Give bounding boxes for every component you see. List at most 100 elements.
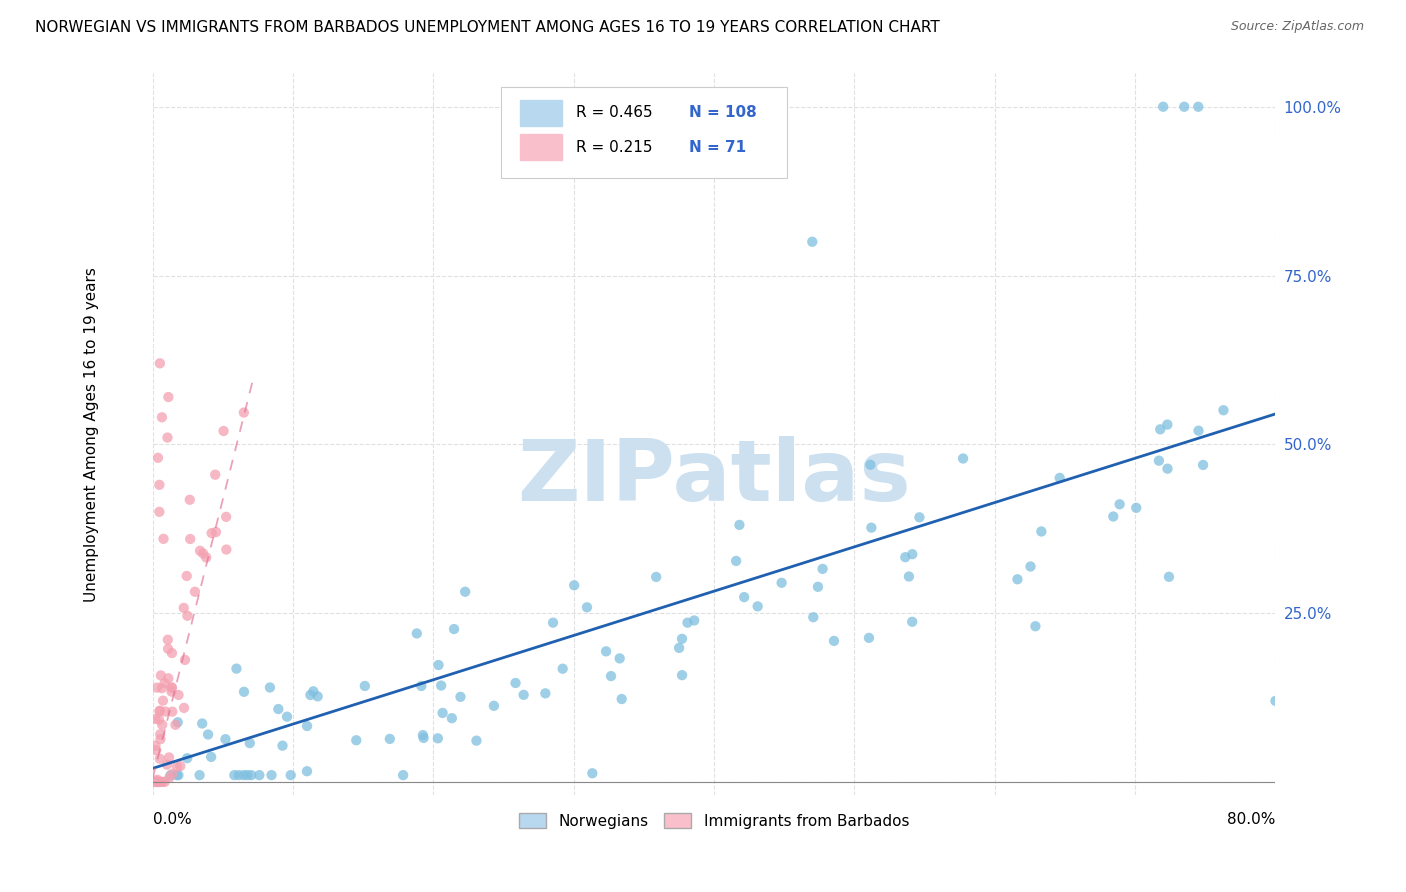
- Point: [454, 584, 477, 599]
- Point: [184, 584, 207, 599]
- Point: [149, 775, 172, 789]
- Point: [188, 768, 211, 782]
- Point: [440, 711, 463, 725]
- Point: [232, 768, 254, 782]
- Point: [1102, 509, 1125, 524]
- Point: [344, 733, 367, 747]
- Point: [412, 728, 434, 742]
- Point: [901, 615, 924, 629]
- Text: N = 71: N = 71: [689, 140, 747, 155]
- Point: [247, 768, 270, 782]
- Point: [152, 694, 174, 708]
- Point: [1125, 500, 1147, 515]
- Point: [676, 615, 699, 630]
- Point: [1031, 524, 1053, 539]
- Point: [747, 599, 769, 614]
- Point: [149, 727, 172, 741]
- Point: [392, 768, 415, 782]
- Point: [146, 772, 169, 787]
- Point: [280, 768, 302, 782]
- Point: [267, 702, 290, 716]
- Point: [1157, 570, 1180, 584]
- Point: [233, 685, 256, 699]
- Point: [145, 775, 167, 789]
- Point: [671, 668, 693, 682]
- Text: R = 0.215: R = 0.215: [576, 140, 652, 155]
- Point: [160, 646, 183, 660]
- Point: [176, 608, 198, 623]
- Point: [562, 578, 585, 592]
- Point: [645, 570, 668, 584]
- Point: [148, 704, 170, 718]
- Point: [1187, 100, 1209, 114]
- Point: [683, 614, 706, 628]
- Point: [295, 719, 318, 733]
- Point: [236, 768, 259, 782]
- Point: [609, 651, 631, 665]
- Point: [259, 681, 281, 695]
- Point: [894, 550, 917, 565]
- Point: [412, 731, 434, 745]
- Point: [823, 634, 845, 648]
- Point: [146, 681, 169, 695]
- Point: [201, 526, 224, 541]
- Point: [225, 662, 247, 676]
- Point: [302, 684, 325, 698]
- Point: [901, 547, 924, 561]
- Point: [145, 743, 167, 757]
- Point: [162, 767, 184, 781]
- Point: [299, 688, 322, 702]
- Point: [1024, 619, 1046, 633]
- Point: [1152, 100, 1174, 114]
- Point: [173, 701, 195, 715]
- Point: [150, 718, 173, 732]
- Point: [1212, 403, 1234, 417]
- Point: [224, 768, 246, 782]
- Point: [150, 681, 173, 695]
- Point: [214, 732, 236, 747]
- Point: [166, 715, 188, 730]
- Point: [1019, 559, 1042, 574]
- Point: [148, 478, 170, 492]
- Point: [166, 760, 188, 774]
- Point: [152, 532, 174, 546]
- Point: [145, 775, 167, 789]
- Bar: [520, 135, 562, 161]
- Point: [146, 775, 169, 789]
- Text: R = 0.465: R = 0.465: [576, 105, 652, 120]
- Point: [581, 766, 603, 780]
- Point: [160, 681, 183, 695]
- Text: NORWEGIAN VS IMMIGRANTS FROM BARBADOS UNEMPLOYMENT AMONG AGES 16 TO 19 YEARS COR: NORWEGIAN VS IMMIGRANTS FROM BARBADOS UN…: [35, 20, 939, 35]
- Point: [145, 712, 167, 726]
- Point: [807, 580, 830, 594]
- Point: [859, 458, 882, 472]
- Point: [1108, 497, 1130, 511]
- Point: [430, 679, 453, 693]
- Point: [1156, 417, 1178, 432]
- Point: [426, 731, 449, 746]
- Point: [1156, 461, 1178, 475]
- Point: [148, 713, 170, 727]
- Point: [212, 424, 235, 438]
- Point: [148, 505, 170, 519]
- Text: ZIPatlas: ZIPatlas: [517, 436, 911, 519]
- Point: [733, 590, 755, 604]
- Point: [260, 768, 283, 782]
- Point: [240, 768, 263, 782]
- Point: [668, 640, 690, 655]
- Point: [307, 690, 329, 704]
- Point: [811, 562, 834, 576]
- Point: [205, 525, 228, 540]
- Point: [146, 775, 169, 789]
- Point: [165, 718, 187, 732]
- Point: [155, 705, 177, 719]
- Point: [860, 521, 883, 535]
- Point: [188, 543, 211, 558]
- Point: [1147, 453, 1170, 467]
- Point: [427, 658, 450, 673]
- Text: 80.0%: 80.0%: [1227, 813, 1275, 828]
- Point: [432, 706, 454, 720]
- Point: [1187, 424, 1209, 438]
- Point: [232, 406, 254, 420]
- Point: [159, 768, 181, 782]
